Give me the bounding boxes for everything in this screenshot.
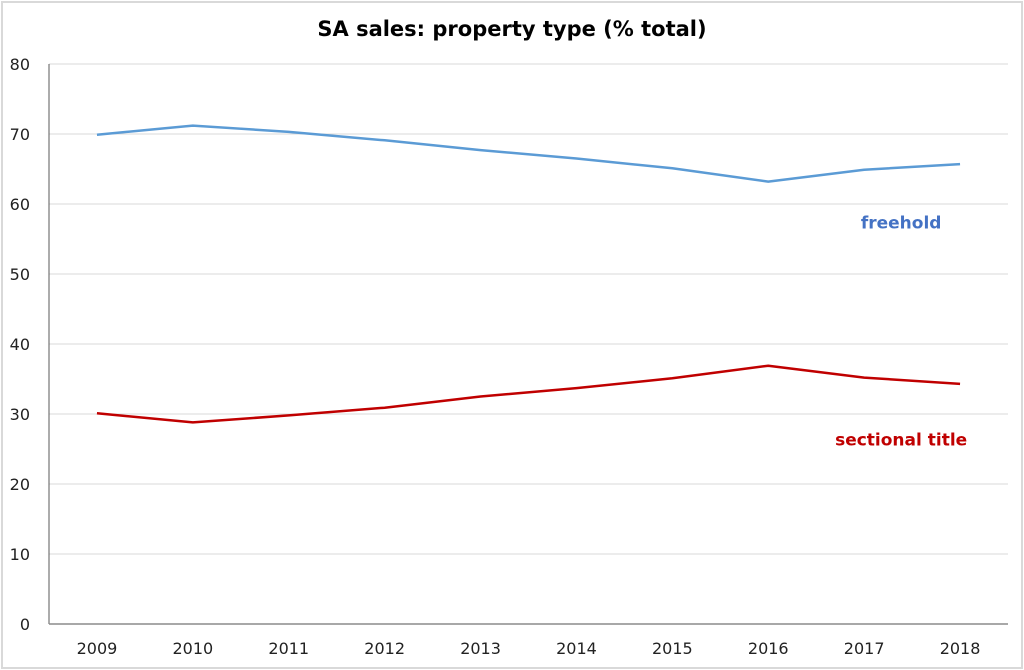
y-tick-label: 70: [10, 125, 30, 144]
chart-title: SA sales: property type (% total): [317, 17, 706, 41]
x-tick-labels: 2009 2010 2011 2012 2013 2014 2015 2016 2017 2018: [77, 639, 981, 658]
series-line-freehold: [96, 124, 961, 183]
y-tick-label: 10: [10, 545, 30, 564]
series-lines: [96, 124, 961, 424]
gridlines: [49, 63, 1008, 555]
series-label-sectional-title: sectional title: [835, 431, 967, 451]
x-tick-label: 2018: [940, 639, 981, 658]
y-tick-labels: 0 10 20 30 40 50 60 70 80: [10, 55, 30, 634]
series-label-freehold: freehold: [861, 214, 942, 234]
annotations: freehold sectional title: [835, 214, 967, 451]
series-line-sectional-title: [96, 364, 961, 424]
y-tick-label: 20: [10, 475, 30, 494]
y-tick-label: 60: [10, 195, 30, 214]
axes: [48, 64, 1008, 625]
x-tick-label: 2013: [460, 639, 501, 658]
y-tick-label: 50: [10, 265, 30, 284]
x-tick-label: 2010: [172, 639, 213, 658]
y-tick-label: 0: [20, 615, 30, 634]
x-tick-label: 2017: [844, 639, 885, 658]
x-tick-label: 2016: [748, 639, 789, 658]
x-tick-label: 2009: [77, 639, 118, 658]
y-tick-label: 80: [10, 55, 30, 74]
y-tick-label: 40: [10, 335, 30, 354]
x-tick-label: 2011: [268, 639, 309, 658]
y-tick-label: 30: [10, 405, 30, 424]
x-tick-label: 2015: [652, 639, 693, 658]
x-tick-label: 2014: [556, 639, 597, 658]
x-tick-label: 2012: [364, 639, 405, 658]
